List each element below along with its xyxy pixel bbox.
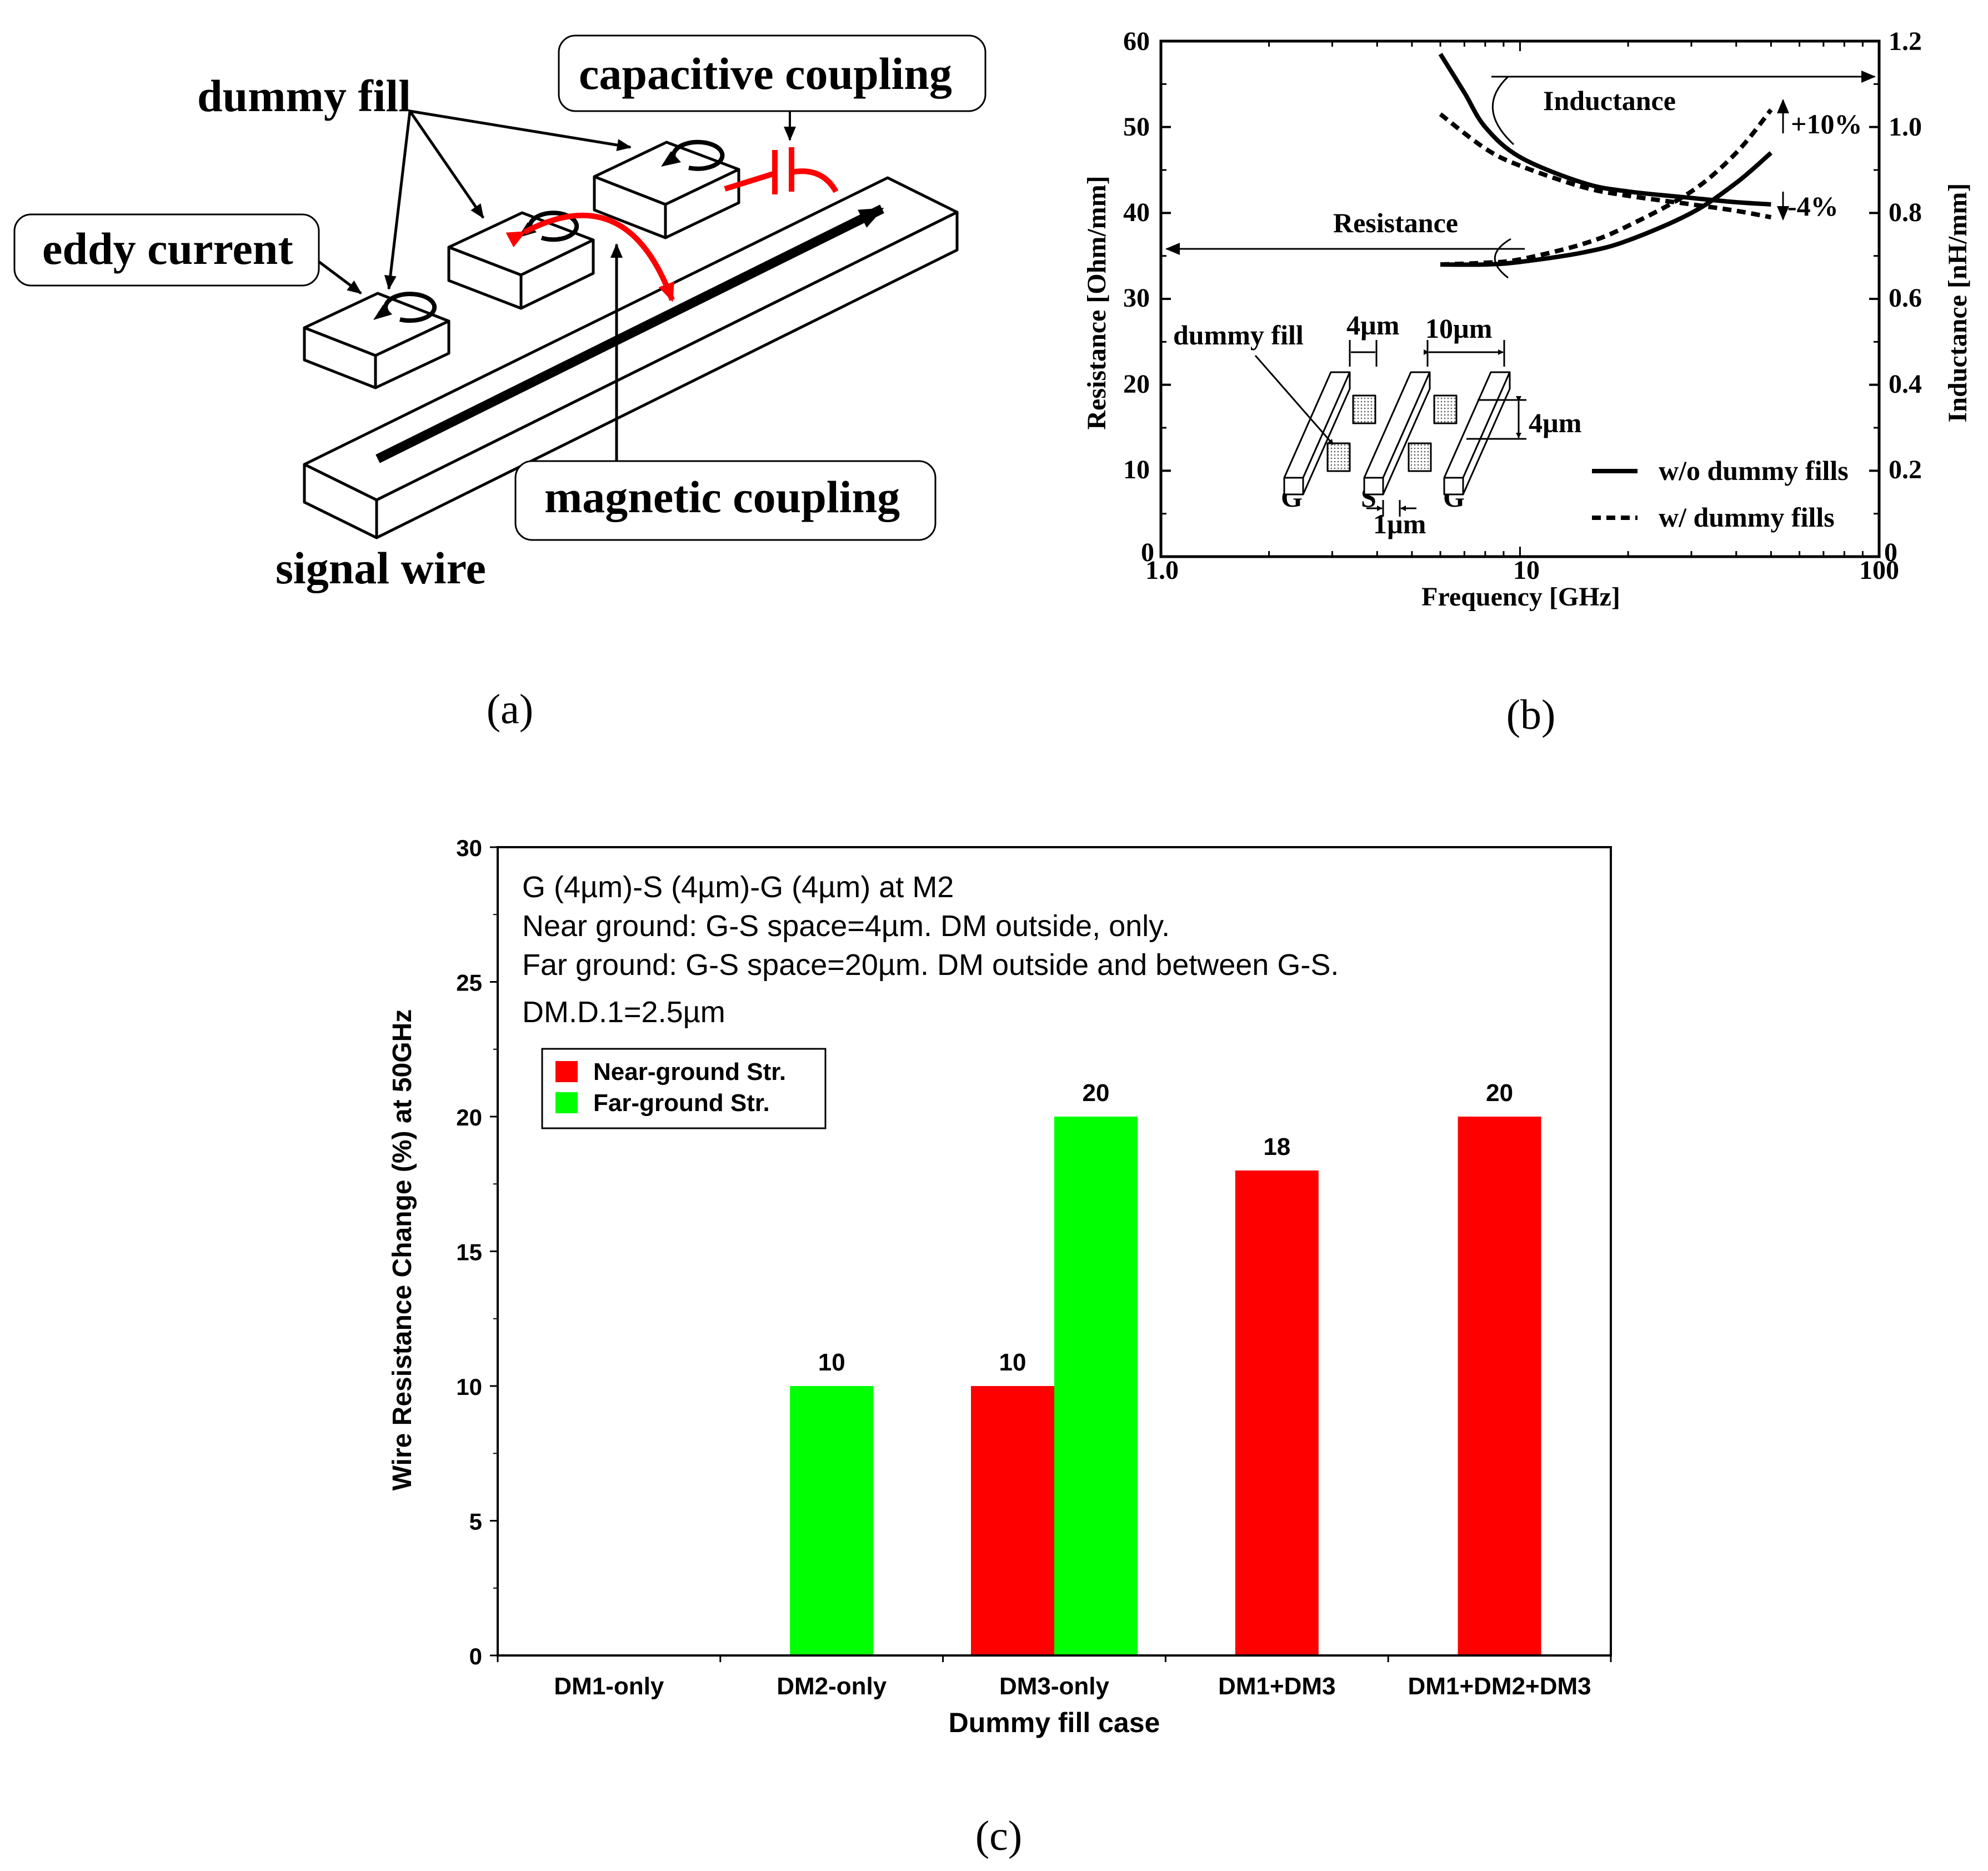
plot-b-ticks (1160, 40, 1880, 558)
b-inductance-label: Inductance (1543, 85, 1676, 116)
b-series-line-1 (1440, 108, 1773, 267)
signal-current-arrow (375, 204, 884, 463)
c-y-tick-label: 15 (456, 1239, 482, 1265)
b-xtick-100: 100 (1859, 556, 1899, 585)
c-ylabel: Wire Resistance Change (%) at 50GHz (388, 1009, 417, 1490)
b-ytick-left-40: 40 (1123, 198, 1150, 227)
b-ytick-left-20: 20 (1123, 369, 1150, 399)
c-data-label: 10 (999, 1349, 1026, 1376)
b-xlabel: Frequency [GHz] (1421, 582, 1620, 612)
dummy-fill-label: dummy fill (197, 71, 411, 121)
dummy-fill-block-2 (447, 211, 595, 310)
dummy-fill-block-1 (303, 292, 450, 389)
b-ylabel-right: Inductance [nH/mm] (1943, 183, 1972, 423)
b-annotation-lines (1165, 71, 1876, 279)
b-resistance-label: Resistance (1333, 207, 1458, 238)
eddy-current-box (13, 213, 320, 287)
c-legend-box (541, 1048, 827, 1129)
magnetic-coupling-box (514, 460, 937, 541)
c-category-label: DM1+DM2+DM3 (1408, 1673, 1591, 1700)
b-plus10-label: +10% (1791, 108, 1862, 139)
c-y-tick-label: 20 (456, 1104, 482, 1130)
c-xlabel: Dummy fill case (949, 1707, 1160, 1738)
figure-b: 60 50 40 30 20 10 0 1.2 1.0 0.8 0.6 0.4 … (1082, 27, 1972, 738)
b-series-line-0 (1440, 151, 1773, 267)
c-category-label: DM3-only (999, 1673, 1110, 1700)
c-bar-far-dm3-only (1054, 1117, 1138, 1655)
figure-c: 10 10 20 18 20 0 5 10 15 20 25 30 DM1-only DM2-only D… (388, 835, 1612, 1859)
caption-c: (c) (975, 1813, 1022, 1859)
c-y-tick-label: 25 (456, 970, 482, 996)
c-data-label: 20 (1083, 1079, 1110, 1107)
b-ytick-right-0.8: 0.8 (1889, 198, 1922, 227)
b-ylabel-left: Resistance [Ohm/mm] (1082, 176, 1111, 429)
capacitor-symbol (724, 147, 839, 194)
c-y-tick-label: 30 (456, 835, 482, 861)
c-category-label: DM2-only (777, 1673, 887, 1700)
b-dim-4um-a: 4µm (1346, 309, 1399, 341)
c-legend-near-label: Near-ground Str. (593, 1058, 786, 1085)
c-legend-far-label: Far-ground Str. (593, 1089, 770, 1117)
c-legend: Near-ground Str. Far-ground Str. (541, 1048, 827, 1129)
c-data-label: 18 (1263, 1133, 1290, 1160)
plot-c-axes: 0 5 10 15 20 25 30 DM1-only DM2-only DM3-only DM1+… (456, 835, 1612, 1700)
capacitive-coupling-label: capacitive coupling (579, 48, 952, 99)
b-inset-structure (1254, 340, 1526, 517)
b-legend: w/o dummy fills w/ dummy fills (1592, 455, 1849, 533)
b-ytick-right-0.6: 0.6 (1889, 283, 1922, 313)
c-data-label: 10 (818, 1349, 845, 1376)
b-ytick-right-1.0: 1.0 (1889, 112, 1922, 142)
figure-a: dummy fill capacitive coupling eddy curr… (13, 34, 987, 733)
capacitive-coupling-box (558, 34, 987, 112)
b-ytick-right-0: 0 (1884, 538, 1897, 567)
b-ytick-left-60: 60 (1123, 27, 1150, 56)
b-legend-solid-label: w/o dummy fills (1659, 455, 1849, 486)
b-legend-dashed-label: w/ dummy fills (1659, 502, 1835, 533)
magnetic-coupling-label: magnetic coupling (544, 472, 900, 522)
dummy-fill-pointers (316, 109, 632, 469)
b-ytick-left-50: 50 (1123, 112, 1150, 142)
c-note-4: DM.D.1=2.5µm (522, 995, 725, 1029)
b-ytick-left-30: 30 (1123, 283, 1150, 313)
b-ytick-left-10: 10 (1123, 455, 1150, 484)
c-bar-near-dm1-dm3 (1235, 1170, 1319, 1655)
c-note-3: Far ground: G-S space=20µm. DM outside a… (522, 948, 1339, 982)
b-minus4-label: -4% (1787, 191, 1839, 222)
c-bar-near-dm3-only (971, 1386, 1054, 1655)
b-ytick-right-0.4: 0.4 (1889, 369, 1922, 399)
c-y-tick-label: 0 (469, 1643, 482, 1669)
plot-b-curves (1438, 53, 1773, 267)
c-note-2: Near ground: G-S space=4µm. DM outside, … (522, 909, 1170, 943)
b-ytick-left-0: 0 (1141, 538, 1154, 567)
c-data-label: 20 (1486, 1079, 1513, 1107)
eddy-current-label: eddy current (42, 223, 293, 274)
b-dim-10um: 10µm (1425, 313, 1492, 344)
dummy-fill-block-3 (593, 139, 740, 239)
b-dummy-fill-label: dummy fill (1173, 319, 1304, 351)
c-category-label: DM1+DM3 (1218, 1673, 1336, 1700)
signal-wire-label: signal wire (276, 543, 486, 593)
plot-c-bars: 10 10 20 18 20 (790, 1079, 1541, 1655)
b-series-line-3 (1439, 112, 1772, 220)
c-bar-near-dm1-dm2-dm3 (1458, 1117, 1541, 1655)
magnetic-coupling-arc (505, 212, 675, 302)
caption-a: (a) (487, 686, 533, 733)
b-xtick-1: 1.0 (1145, 556, 1179, 585)
b-dim-4um-b: 4µm (1529, 407, 1581, 438)
c-category-label: DM1-only (554, 1673, 664, 1700)
c-note-1: G (4µm)-S (4µm)-G (4µm) at M2 (522, 871, 954, 904)
b-ytick-right-0.2: 0.2 (1889, 455, 1922, 484)
c-y-tick-label: 10 (456, 1374, 482, 1400)
c-legend-near-swatch (555, 1061, 578, 1082)
caption-b: (b) (1506, 692, 1556, 738)
b-ytick-right-1.2: 1.2 (1889, 27, 1922, 56)
c-bar-far-dm2-only (790, 1386, 874, 1655)
c-y-tick-label: 5 (469, 1509, 482, 1535)
b-xtick-10: 10 (1513, 556, 1540, 585)
c-legend-far-swatch (555, 1092, 578, 1113)
b-series-line-2 (1438, 53, 1771, 207)
